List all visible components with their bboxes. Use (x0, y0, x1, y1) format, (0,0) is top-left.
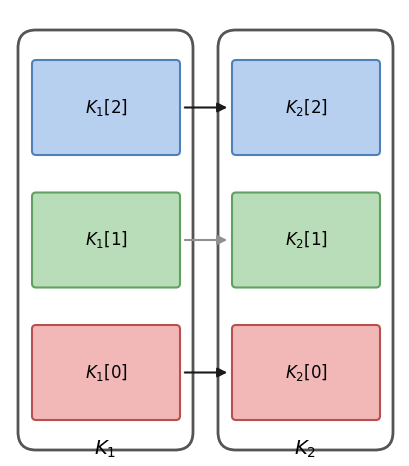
FancyBboxPatch shape (231, 60, 379, 155)
FancyBboxPatch shape (32, 325, 180, 420)
Text: $K_2[0]$: $K_2[0]$ (284, 362, 327, 383)
FancyBboxPatch shape (231, 325, 379, 420)
Text: $K_1[1]$: $K_1[1]$ (84, 229, 127, 251)
FancyBboxPatch shape (218, 30, 392, 450)
Text: $K_2[2]$: $K_2[2]$ (284, 97, 327, 118)
FancyBboxPatch shape (18, 30, 193, 450)
Text: $K_2[1]$: $K_2[1]$ (284, 229, 327, 251)
Text: $K_2$: $K_2$ (294, 439, 316, 460)
FancyBboxPatch shape (32, 60, 180, 155)
Text: $K_1[0]$: $K_1[0]$ (84, 362, 127, 383)
Text: $K_1$: $K_1$ (94, 439, 116, 460)
FancyBboxPatch shape (32, 192, 180, 288)
FancyBboxPatch shape (231, 192, 379, 288)
Text: $K_1[2]$: $K_1[2]$ (84, 97, 127, 118)
